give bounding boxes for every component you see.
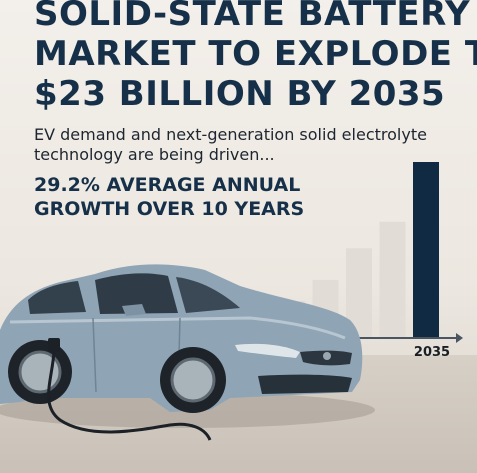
car-headlight	[235, 343, 300, 358]
x-axis-arrowhead	[456, 333, 463, 343]
car-front-rim	[170, 357, 216, 403]
year-label-2035: 2035	[413, 345, 451, 360]
subtitle-line-1: EV demand and next-generation solid elec…	[34, 125, 427, 144]
car-door-line	[92, 317, 97, 393]
car-logo	[323, 352, 331, 360]
car-lower-grille	[258, 374, 352, 394]
car-body	[0, 264, 363, 412]
car-side-mirror	[122, 304, 146, 316]
growth-stat-line-1: 29.2% AVERAGE ANNUAL	[34, 174, 301, 196]
growth-stat: 29.2% AVERAGE ANNUAL GROWTH OVER 10 YEAR…	[34, 173, 334, 221]
headline-line-2: MARKET TO EXPLODE TO	[34, 34, 477, 74]
charging-cable-icon	[47, 351, 212, 441]
headline-line-3: $23 BILLION BY 2035	[34, 74, 446, 114]
car-beltline	[9, 316, 346, 340]
growth-bar-5	[413, 162, 439, 338]
car-windshield	[176, 277, 240, 313]
growth-bar-4	[379, 221, 406, 338]
headline: SOLID-STATE BATTERY MARKET TO EXPLODE TO…	[34, 0, 477, 114]
car-window-rear	[28, 281, 86, 314]
charge-port	[48, 338, 60, 352]
subtitle-line-2: technology are being driven...	[34, 145, 275, 164]
headline-line-1: SOLID-STATE BATTERY	[34, 0, 471, 34]
subtitle: EV demand and next-generation solid elec…	[34, 125, 454, 165]
car-window-front-door	[95, 273, 178, 314]
growth-stat-line-2: GROWTH OVER 10 YEARS	[34, 198, 305, 220]
